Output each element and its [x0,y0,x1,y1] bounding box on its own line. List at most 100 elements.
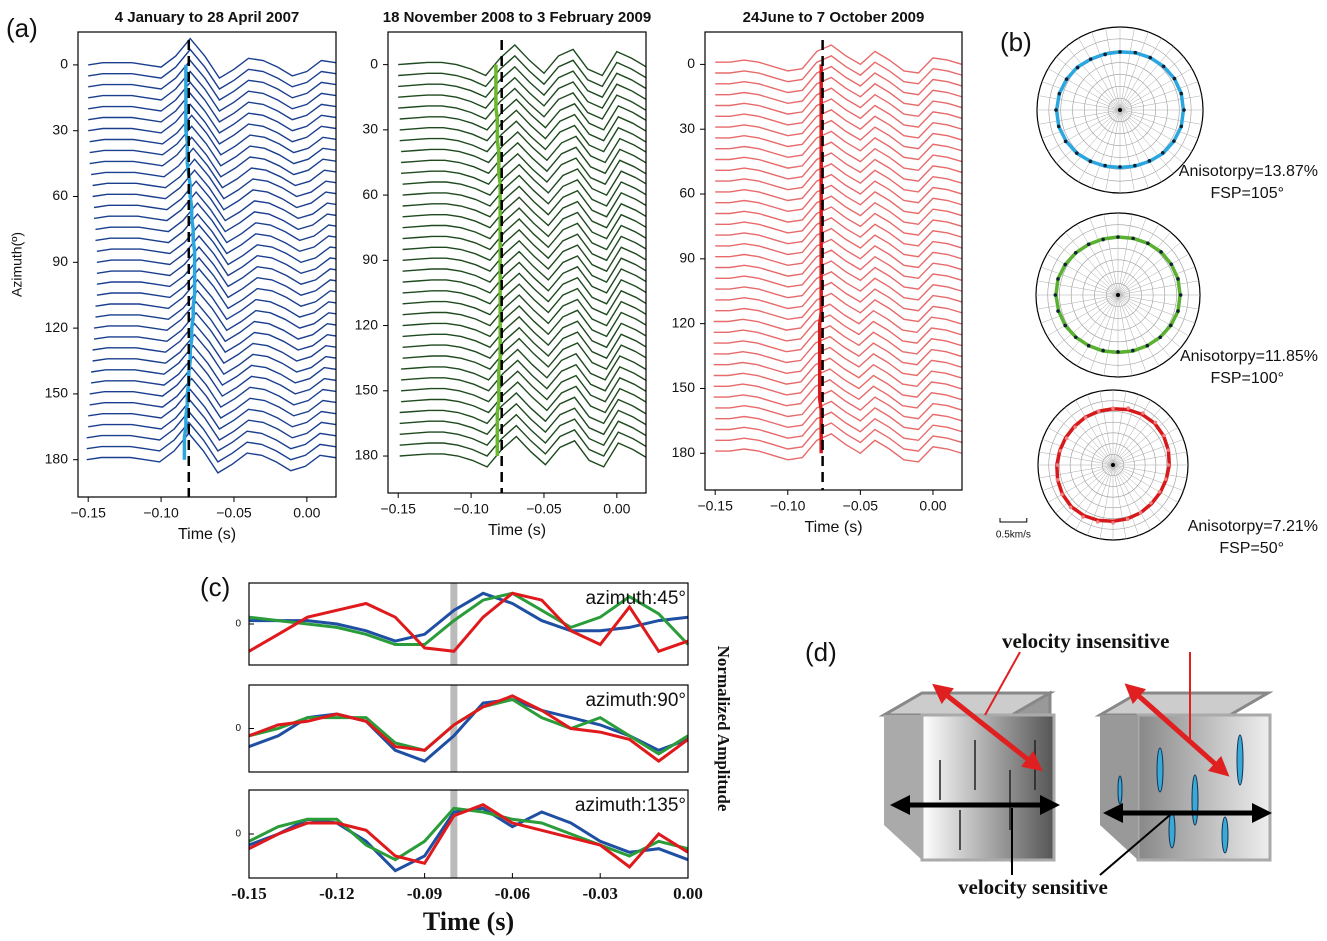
trace [96,245,336,288]
grid-spoke [1117,266,1196,296]
y-tick-label: 90 [52,253,68,269]
grid-spoke [1112,427,1179,466]
y-tick-label: 0 [235,619,241,630]
velocity-point [1182,108,1186,112]
velocity-point [1086,242,1091,247]
velocity-point [1096,409,1101,413]
grid-spoke [1119,109,1149,189]
trace [398,44,646,77]
x-tick-label: -0.12 [319,884,354,903]
trace [399,109,646,142]
grid-spoke [1119,109,1193,152]
trace [399,424,646,457]
grid-spoke [1119,95,1202,111]
grid-spoke [1041,109,1121,139]
grid-spoke [1087,464,1114,536]
velocity-point [1146,241,1150,246]
grid-spoke [1047,464,1114,503]
y-tick-label: 0 [60,56,68,72]
trace [715,162,962,193]
grid-spoke [1112,464,1127,539]
trace [715,422,962,452]
trace [715,281,962,312]
trace [95,213,336,255]
trace [92,158,336,200]
trace [399,98,646,131]
grid-spoke [1055,294,1119,348]
grid-spoke [1119,109,1135,192]
trace [89,114,336,156]
trace [715,400,962,431]
x-tick-label: -0.09 [407,884,442,903]
x-tick-label: −0.05 [526,501,562,517]
trace [88,103,336,145]
trace [715,173,962,204]
annotation: Anisotorpy=13.87% [1179,163,1318,180]
traces [713,44,962,463]
annotation: azimuth:45° [585,588,686,609]
grid-spoke [1075,464,1114,531]
trace [88,388,336,430]
scale-label: 0.5km/s [996,530,1031,541]
annotation: FSP=100° [1210,370,1284,387]
grid-spoke [1065,294,1119,358]
grid-spoke [1064,407,1114,466]
y-tick-label: 30 [362,121,378,137]
trace [713,346,962,377]
x-tick-label: −0.15 [70,505,106,521]
grid-spoke [1039,451,1114,466]
diagram: velocity insensitive velocity sensitive [878,629,1274,899]
y-tick-label: 180 [45,450,69,466]
velocity-point [1116,350,1120,354]
trace [401,152,646,186]
velocity-point [1166,463,1171,467]
velocity-point [1058,449,1063,453]
x-tick-label: -0.03 [582,884,617,903]
trace [401,359,646,392]
velocity-point [1133,163,1137,168]
traces [86,37,336,474]
grid-spoke [1075,399,1114,466]
grid-spoke [1042,439,1114,466]
trace [88,81,336,123]
velocity-point [1057,91,1062,96]
x-tick-label: -0.06 [495,884,530,903]
trace [92,322,336,365]
time-marker [450,790,458,878]
trace [88,399,336,441]
grid-spoke [1117,294,1196,324]
velocity-point [1168,323,1173,328]
grid-spoke [1038,109,1121,125]
series-line [248,697,689,763]
annotation: FSP=50° [1219,540,1284,557]
trace [86,432,336,474]
velocity-point [1153,420,1158,425]
grid-spoke [1078,109,1121,183]
trace [402,305,646,338]
trace [402,272,646,305]
velocity-point [1075,151,1079,155]
trace [96,223,336,266]
grid-spoke [1089,294,1119,373]
grid-spoke [1037,280,1119,296]
velocity-point [1172,139,1176,143]
traces [398,44,646,468]
grid-spoke [1105,109,1121,192]
velocity-point [1075,65,1080,70]
y-tick-label: 0 [370,55,378,71]
grid-spoke [1099,391,1114,466]
x-tick-label: −0.05 [216,505,252,521]
grid-spoke [1112,391,1127,466]
velocity-point [1063,323,1068,328]
grid-spoke [1119,81,1199,111]
series-line [249,591,689,643]
annotation: Anisotorpy=7.21% [1188,518,1318,535]
trace [715,249,962,280]
x-tick-label: 0.00 [673,884,703,903]
trace [715,389,962,420]
grid-spoke [1089,217,1119,296]
grid-spoke [1112,416,1171,466]
trace [402,239,646,273]
grid-spoke [1119,37,1162,111]
trace [399,402,646,436]
